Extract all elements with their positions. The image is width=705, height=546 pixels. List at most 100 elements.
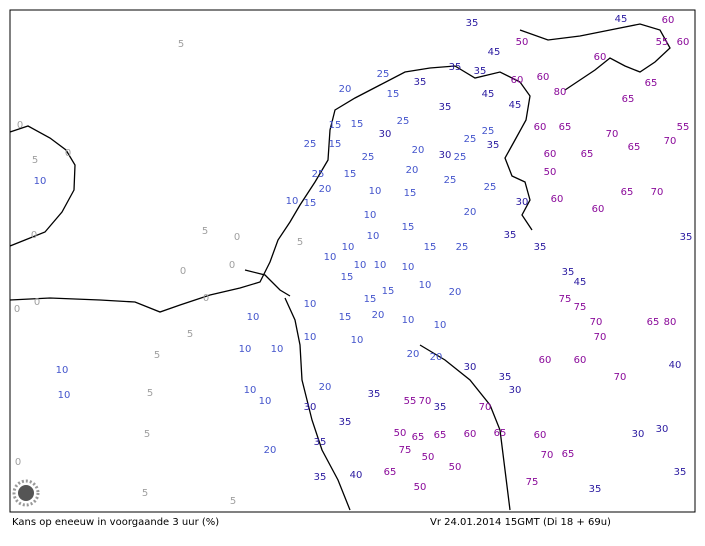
map-timestamp: Vr 24.01.2014 15GMT (Di 18 + 69u) bbox=[430, 517, 611, 528]
value-label: 60 bbox=[592, 204, 605, 215]
value-label: 5 bbox=[178, 39, 184, 50]
value-label: 5 bbox=[297, 237, 303, 248]
value-label: 35 bbox=[589, 484, 602, 495]
value-label: 35 bbox=[314, 437, 327, 448]
value-label: 70 bbox=[614, 372, 627, 383]
value-label: 0 bbox=[34, 297, 40, 308]
value-label: 65 bbox=[645, 78, 658, 89]
value-label: 25 bbox=[482, 126, 495, 137]
value-label: 15 bbox=[339, 312, 352, 323]
value-label: 65 bbox=[621, 187, 634, 198]
value-label: 70 bbox=[590, 317, 603, 328]
value-label: 25 bbox=[454, 152, 467, 163]
value-label: 25 bbox=[464, 134, 477, 145]
value-label: 20 bbox=[412, 145, 425, 156]
value-label: 75 bbox=[399, 445, 412, 456]
value-label: 60 bbox=[544, 149, 557, 160]
value-label: 35 bbox=[414, 77, 427, 88]
value-label: 50 bbox=[449, 462, 462, 473]
value-label: 35 bbox=[466, 18, 479, 29]
value-label: 0 bbox=[31, 230, 37, 241]
value-label: 70 bbox=[594, 332, 607, 343]
value-label: 0 bbox=[234, 232, 240, 243]
value-label: 60 bbox=[551, 194, 564, 205]
value-label: 10 bbox=[369, 186, 382, 197]
value-label: 60 bbox=[677, 37, 690, 48]
value-label: 10 bbox=[374, 260, 387, 271]
value-label: 40 bbox=[350, 470, 363, 481]
value-label: 60 bbox=[534, 122, 547, 133]
value-label: 35 bbox=[314, 472, 327, 483]
value-label: 0 bbox=[14, 304, 20, 315]
value-label: 40 bbox=[669, 360, 682, 371]
value-label: 60 bbox=[662, 15, 675, 26]
value-label: 5 bbox=[32, 155, 38, 166]
value-label: 30 bbox=[439, 150, 452, 161]
value-label: 15 bbox=[341, 272, 354, 283]
value-label: 50 bbox=[422, 452, 435, 463]
value-label: 65 bbox=[581, 149, 594, 160]
value-label: 10 bbox=[354, 260, 367, 271]
value-label: 15 bbox=[344, 169, 357, 180]
value-label: 70 bbox=[606, 129, 619, 140]
value-label: 20 bbox=[319, 184, 332, 195]
value-label: 35 bbox=[562, 267, 575, 278]
value-label: 65 bbox=[622, 94, 635, 105]
value-label: 20 bbox=[449, 287, 462, 298]
value-label: 10 bbox=[364, 210, 377, 221]
value-label: 70 bbox=[664, 136, 677, 147]
map-frame bbox=[9, 9, 696, 513]
value-label: 10 bbox=[34, 176, 47, 187]
value-label: 10 bbox=[324, 252, 337, 263]
value-label: 50 bbox=[394, 428, 407, 439]
value-label: 45 bbox=[574, 277, 587, 288]
value-label: 55 bbox=[656, 37, 669, 48]
value-label: 15 bbox=[351, 119, 364, 130]
value-label: 0 bbox=[17, 120, 23, 131]
value-label: 75 bbox=[559, 294, 572, 305]
value-label: 45 bbox=[509, 100, 522, 111]
value-label: 35 bbox=[534, 242, 547, 253]
value-label: 10 bbox=[367, 231, 380, 242]
value-label: 65 bbox=[559, 122, 572, 133]
value-label: 70 bbox=[479, 402, 492, 413]
value-label: 35 bbox=[487, 140, 500, 151]
value-label: 20 bbox=[339, 84, 352, 95]
value-label: 25 bbox=[444, 175, 457, 186]
value-label: 5 bbox=[147, 388, 153, 399]
value-label: 65 bbox=[628, 142, 641, 153]
value-label: 10 bbox=[419, 280, 432, 291]
logo bbox=[12, 479, 40, 507]
value-label: 35 bbox=[474, 66, 487, 77]
value-label: 35 bbox=[368, 389, 381, 400]
value-label: 10 bbox=[286, 196, 299, 207]
value-label: 70 bbox=[541, 450, 554, 461]
value-label: 10 bbox=[304, 299, 317, 310]
value-label: 35 bbox=[339, 417, 352, 428]
value-label: 25 bbox=[312, 169, 325, 180]
value-label: 30 bbox=[509, 385, 522, 396]
value-label: 15 bbox=[329, 120, 342, 131]
value-label: 65 bbox=[434, 430, 447, 441]
value-label: 10 bbox=[56, 365, 69, 376]
value-label: 10 bbox=[58, 390, 71, 401]
value-label: 60 bbox=[537, 72, 550, 83]
value-label: 5 bbox=[142, 488, 148, 499]
value-label: 5 bbox=[230, 496, 236, 507]
value-label: 30 bbox=[464, 362, 477, 373]
value-label: 10 bbox=[434, 320, 447, 331]
value-label: 60 bbox=[539, 355, 552, 366]
value-label: 65 bbox=[412, 432, 425, 443]
value-label: 15 bbox=[387, 89, 400, 100]
value-label: 10 bbox=[247, 312, 260, 323]
value-label: 10 bbox=[239, 344, 252, 355]
value-label: 60 bbox=[534, 430, 547, 441]
value-label: 0 bbox=[180, 266, 186, 277]
value-label: 0 bbox=[15, 457, 21, 468]
value-label: 45 bbox=[488, 47, 501, 58]
value-label: 15 bbox=[402, 222, 415, 233]
value-label: 30 bbox=[516, 197, 529, 208]
value-label: 70 bbox=[651, 187, 664, 198]
value-label: 5 bbox=[187, 329, 193, 340]
